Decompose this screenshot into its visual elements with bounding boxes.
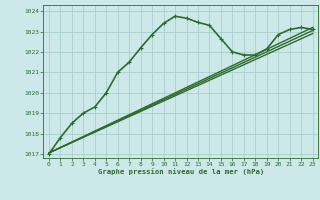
X-axis label: Graphe pression niveau de la mer (hPa): Graphe pression niveau de la mer (hPa) xyxy=(98,169,264,175)
